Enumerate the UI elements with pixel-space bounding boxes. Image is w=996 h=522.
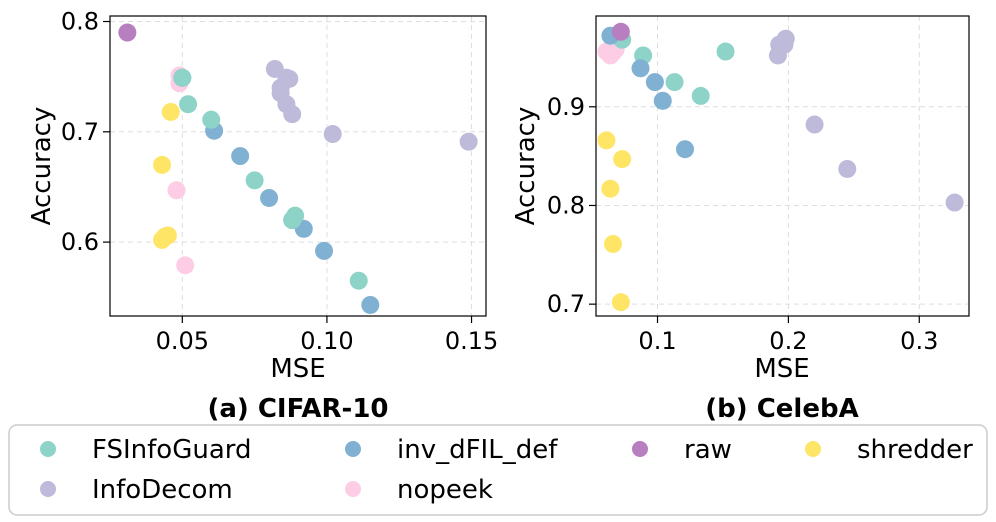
point-inv-dfil-def (653, 91, 672, 110)
legend-marker-fsinfoguard (40, 441, 56, 457)
point-fsinfoguard (245, 171, 264, 190)
point-infodecom (459, 132, 478, 151)
point-raw (118, 23, 137, 42)
point-raw (611, 22, 630, 41)
point-shredder (611, 293, 630, 312)
grid-cifar10 (110, 16, 486, 316)
point-inv-dfil-def (231, 147, 250, 166)
x-axis-label-cifar10: MSE (270, 354, 325, 384)
plot-frame-celeba (595, 15, 970, 317)
y-tick-label-cifar10: 0.7 (61, 118, 99, 146)
y-axis-label-cifar10: Accuracy (27, 107, 57, 226)
legend-label-nopeek: nopeek (397, 475, 493, 505)
legend-marker-inv-dfil-def (345, 441, 361, 457)
x-tick-label-cifar10: 0.05 (156, 327, 209, 355)
point-inv-dfil-def (315, 241, 334, 260)
point-inv-dfil-def (260, 188, 279, 207)
point-shredder (153, 230, 172, 249)
points-cifar10 (118, 23, 478, 314)
point-inv-dfil-def (645, 73, 664, 92)
point-inv-dfil-def (361, 295, 380, 314)
x-tick-label-celeba: 0.3 (900, 327, 938, 355)
ticks-celeba: 0.1 0.2 0.3 0.7 0.8 0.9 (547, 93, 939, 355)
point-inv-dfil-def (631, 59, 650, 78)
point-fsinfoguard (173, 68, 192, 87)
chart-cifar10: 0.05 0.10 0.15 0.6 0.7 0.8 MSE Accuracy (a) C… (27, 8, 498, 424)
point-nopeek (167, 181, 186, 200)
y-tick-label-cifar10: 0.8 (61, 8, 99, 36)
y-axis-label-celeba: Accuracy (511, 107, 541, 226)
point-shredder (613, 150, 632, 169)
point-fsinfoguard (283, 211, 302, 230)
y-tick-label-celeba: 0.7 (547, 290, 585, 318)
legend-label-shredder: shredder (857, 435, 973, 465)
point-infodecom (838, 159, 857, 178)
point-infodecom (805, 115, 824, 134)
point-fsinfoguard (691, 86, 710, 105)
point-nopeek (176, 256, 195, 275)
grid-celeba (596, 16, 969, 316)
x-tick-label-celeba: 0.2 (769, 327, 807, 355)
legend-label-fsinfoguard: FSInfoGuard (92, 435, 252, 465)
legend-marker-shredder (805, 441, 821, 457)
legend-marker-nopeek (345, 481, 361, 497)
point-shredder (161, 102, 180, 121)
caption-celeba: (b) CelebA (705, 394, 858, 424)
point-infodecom (283, 105, 302, 124)
point-fsinfoguard (202, 110, 221, 129)
point-infodecom (323, 125, 342, 144)
plot-frame-cifar10 (109, 15, 487, 317)
legend-marker-raw (632, 441, 648, 457)
x-axis-label-celeba: MSE (754, 354, 809, 384)
legend-marker-infodecom (40, 481, 56, 497)
y-tick-label-celeba: 0.8 (547, 191, 585, 219)
x-tick-label-cifar10: 0.15 (445, 327, 498, 355)
point-shredder (597, 131, 616, 150)
point-shredder (601, 179, 620, 198)
point-fsinfoguard (716, 42, 735, 61)
caption-cifar10: (a) CIFAR-10 (207, 394, 388, 424)
legend-label-infodecom: InfoDecom (92, 475, 233, 505)
point-infodecom (776, 29, 795, 48)
point-fsinfoguard (179, 95, 198, 114)
point-shredder (604, 234, 623, 253)
legend-box (8, 424, 988, 516)
point-fsinfoguard (349, 271, 368, 290)
y-tick-label-cifar10: 0.6 (61, 228, 99, 256)
legend-label-inv-dfil-def: inv_dFIL_def (397, 435, 558, 465)
x-tick-label-celeba: 0.1 (638, 327, 676, 355)
legend-label-raw: raw (684, 435, 732, 465)
point-shredder (153, 155, 172, 174)
x-tick-label-cifar10: 0.10 (300, 327, 353, 355)
points-celeba (597, 22, 964, 312)
legend: FSInfoGuard inv_dFIL_def raw shredder InfoDe… (8, 424, 988, 516)
point-fsinfoguard (665, 73, 684, 92)
y-tick-label-celeba: 0.9 (547, 93, 585, 121)
ticks-cifar10: 0.05 0.10 0.15 0.6 0.7 0.8 (61, 8, 498, 355)
point-infodecom (945, 193, 964, 212)
chart-celeba: 0.1 0.2 0.3 0.7 0.8 0.9 MSE Accuracy (b) Cele… (511, 15, 970, 424)
point-inv-dfil-def (675, 140, 694, 159)
